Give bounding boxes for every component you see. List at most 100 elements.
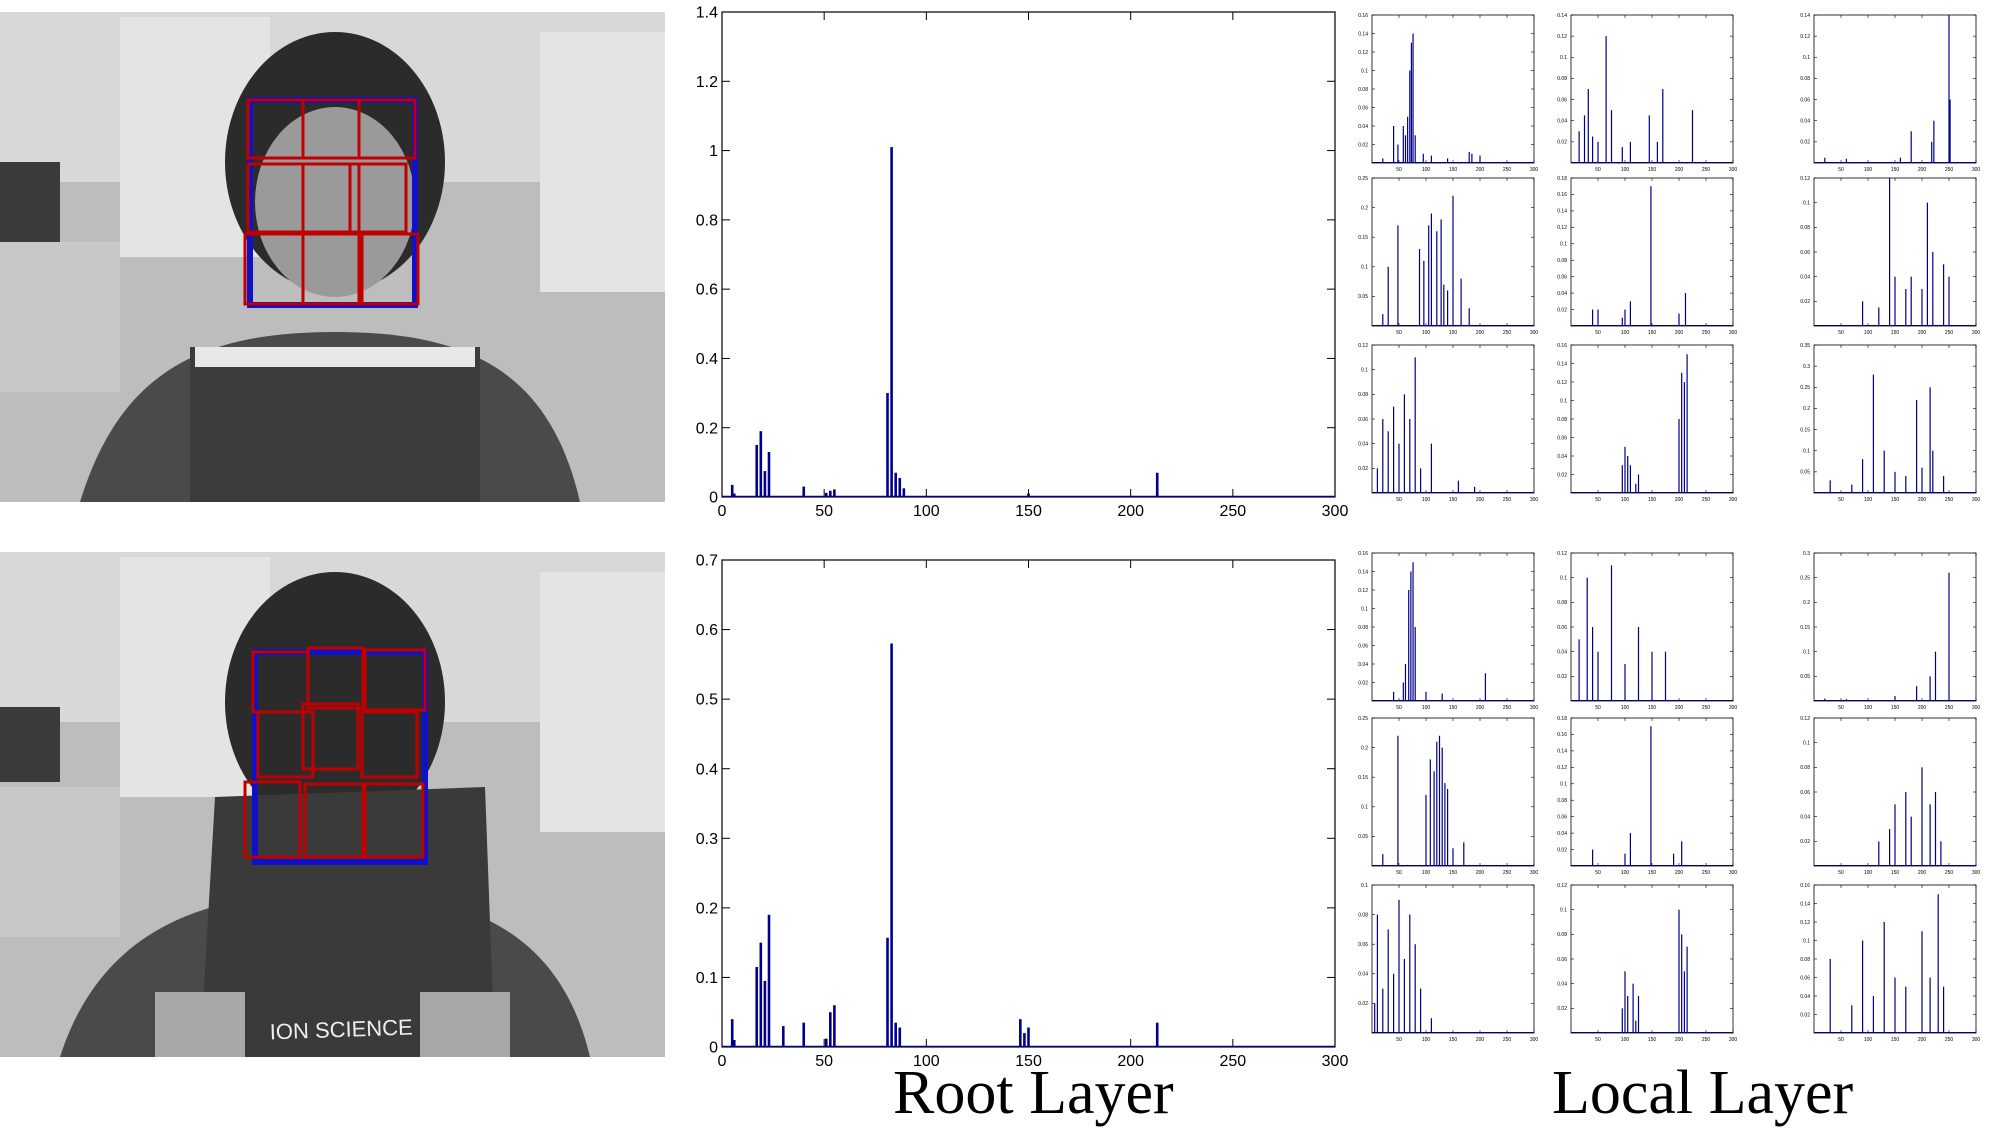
bar: [1410, 42, 1413, 163]
x-tick-label: 300: [1729, 167, 1738, 173]
x-tick-label: 250: [1945, 167, 1954, 173]
x-tick-label: 50: [1396, 330, 1402, 336]
bar: [1592, 627, 1594, 701]
bar: [730, 1019, 734, 1047]
x-tick-label: 150: [1648, 330, 1657, 336]
y-tick-label: 0.02: [1557, 1006, 1567, 1012]
bar: [1929, 676, 1931, 701]
bar: [1948, 572, 1950, 701]
bar: [1409, 70, 1411, 163]
bar: [1921, 289, 1923, 326]
bar: [1408, 590, 1410, 701]
bar: [1605, 36, 1607, 164]
bar: [1635, 1020, 1637, 1033]
x-tick-label: 50: [1396, 497, 1402, 503]
y-tick-label: 0.1: [1560, 242, 1567, 248]
bar: [1949, 99, 1951, 163]
bar: [1376, 468, 1378, 493]
y-tick-label: 0.12: [1800, 920, 1810, 926]
x-tick-label: 250: [1945, 870, 1954, 876]
plot-frame: [721, 559, 1336, 1048]
local-histogram-14: 0.02 0.04 0.06 0.08 0.1 0.12 0.14 0.16 0.18 50 100…: [1557, 716, 1737, 876]
bar: [1629, 301, 1631, 326]
x-tick-label: 150: [1648, 497, 1657, 503]
x-tick-label: 200: [1476, 705, 1485, 711]
y-tick-label: 0: [709, 1040, 718, 1057]
x-tick-label: 200: [1675, 1037, 1684, 1043]
y-tick-label: 0.14: [1557, 749, 1567, 755]
local-histogram-12: 0.05 0.1 0.15 0.2 0.25 0.3 50 100 150 200 250 300: [1800, 551, 1980, 711]
y-tick-label: 0.16: [1358, 13, 1368, 19]
bar: [1943, 476, 1945, 493]
x-tick-label: 50: [1595, 330, 1601, 336]
x-tick-label: 300: [1972, 167, 1981, 173]
y-tick-label: 0.04: [1800, 274, 1810, 280]
y-tick-label: 0.1: [1803, 200, 1810, 206]
local-histogram-9: 0.05 0.1 0.15 0.2 0.25 0.3 0.35 50 100 150 200 250 3…: [1800, 343, 1980, 503]
bar: [1637, 474, 1640, 493]
y-tick-label: 0.02: [1557, 472, 1567, 478]
x-tick-label: 250: [1702, 497, 1711, 503]
bar: [1921, 767, 1923, 866]
x-tick-label: 250: [1503, 330, 1512, 336]
bar: [1678, 313, 1680, 326]
x-tick-label: 250: [1219, 503, 1246, 520]
y-tick-label: 1.2: [696, 74, 718, 91]
y-tick-label: 0.06: [1800, 975, 1810, 981]
bar: [1934, 792, 1937, 866]
y-tick-label: 0.1: [1361, 265, 1368, 271]
y-tick-label: 0.16: [1557, 192, 1567, 198]
x-tick-label: 100: [1864, 167, 1873, 173]
x-tick-label: 250: [1503, 1037, 1512, 1043]
root-histogram-2: 0 0.1 0.2 0.3 0.4 0.5 0.6 0.7 0 50 100 150 200 250 300: [696, 553, 1349, 1070]
bar: [1627, 456, 1629, 493]
x-tick-label: 150: [1449, 705, 1458, 711]
plot-frame: [721, 11, 1336, 498]
y-tick-label: 0.08: [1800, 957, 1810, 963]
y-tick-label: 0.05: [1800, 470, 1810, 476]
bar: [1019, 1019, 1022, 1047]
bar: [1621, 147, 1623, 163]
photo-top-scene: [0, 12, 665, 502]
bar: [1937, 894, 1939, 1033]
local-histogram-13: 0.05 0.1 0.15 0.2 0.25 50 100 150 200 250 300: [1358, 716, 1538, 876]
plot-frame: [1371, 14, 1535, 164]
bar: [1889, 178, 1891, 326]
y-tick-label: 0.12: [1557, 34, 1567, 40]
x-tick-label: 300: [1972, 705, 1981, 711]
bar: [1407, 116, 1409, 163]
local-histogram-5: 0.02 0.04 0.06 0.08 0.1 0.12 0.14 0.16 0.18 50 100…: [1557, 176, 1737, 336]
bar: [1934, 651, 1937, 701]
x-tick-label: 100: [1864, 497, 1873, 503]
x-tick-label: 100: [1422, 167, 1431, 173]
bar: [1899, 157, 1901, 163]
bar: [1940, 841, 1942, 866]
y-tick-label: 0.8: [696, 212, 718, 229]
x-tick-label: 0: [718, 1053, 727, 1070]
bar: [1648, 115, 1650, 163]
y-tick-label: 0.06: [1557, 435, 1567, 441]
bar: [1651, 651, 1653, 701]
bar: [1624, 853, 1626, 866]
y-tick-label: 0.2: [1361, 205, 1368, 211]
bar: [763, 471, 767, 497]
x-tick-label: 150: [1891, 705, 1900, 711]
y-tick-label: 0.1: [1560, 907, 1567, 913]
y-tick-label: 0.12: [1358, 588, 1368, 594]
y-tick-label: 0.1: [1803, 448, 1810, 454]
bar: [1910, 816, 1912, 866]
x-tick-label: 50: [1396, 705, 1402, 711]
x-tick-label: 50: [1595, 167, 1601, 173]
plot-frame: [1570, 14, 1734, 164]
y-tick-label: 0.3: [1803, 364, 1810, 370]
plot-frame: [1371, 552, 1535, 702]
bar: [1436, 741, 1438, 866]
photo-bottom-scene: ION SCIENCE: [0, 552, 665, 1057]
bar: [1444, 783, 1446, 866]
y-tick-label: 0.08: [1800, 225, 1810, 231]
x-tick-label: 100: [1864, 870, 1873, 876]
x-tick-label: 100: [1864, 330, 1873, 336]
bar: [1624, 446, 1626, 493]
x-tick-label: 300: [1530, 870, 1539, 876]
bar: [1878, 841, 1880, 866]
